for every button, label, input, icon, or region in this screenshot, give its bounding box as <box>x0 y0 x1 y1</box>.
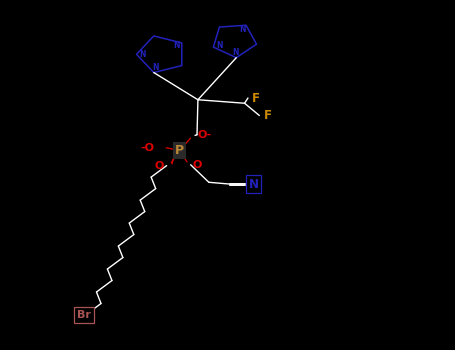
Text: N: N <box>173 41 180 50</box>
Text: N: N <box>248 177 258 190</box>
Text: N: N <box>152 63 159 72</box>
Text: N: N <box>216 41 222 50</box>
Text: N: N <box>239 25 246 34</box>
Text: O: O <box>155 161 164 170</box>
Text: F: F <box>252 91 260 105</box>
Text: N: N <box>233 48 239 57</box>
Text: O: O <box>193 160 202 170</box>
Text: P: P <box>175 144 184 157</box>
Text: -O: -O <box>140 143 154 153</box>
Text: N: N <box>140 50 146 59</box>
Text: Br: Br <box>77 310 91 320</box>
Text: O-: O- <box>197 131 212 140</box>
Text: F: F <box>263 109 272 122</box>
